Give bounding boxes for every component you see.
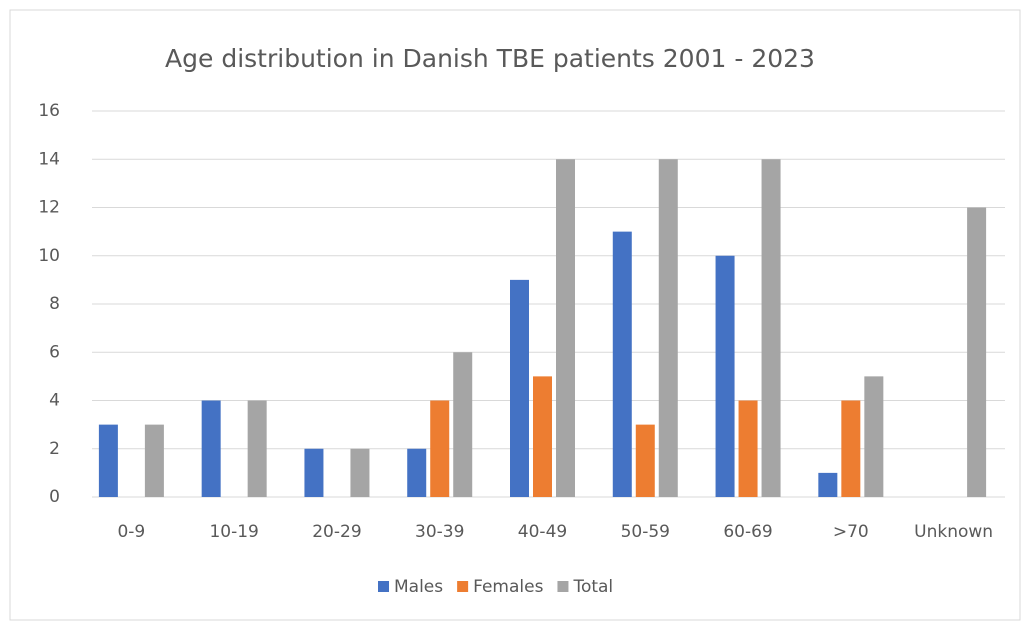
bar <box>98 424 118 497</box>
bar <box>864 376 884 497</box>
bar <box>761 159 781 497</box>
y-tick-label: 0 <box>49 487 60 507</box>
x-tick-label: 60-69 <box>723 522 772 542</box>
x-tick-label: 50-59 <box>621 522 670 542</box>
bar <box>818 472 838 497</box>
y-tick-label: 16 <box>38 101 60 121</box>
bar <box>556 159 575 497</box>
chart-title: Age distribution in Danish TBE patients … <box>165 44 815 73</box>
bar <box>304 448 324 497</box>
bar <box>612 231 632 497</box>
bar <box>144 424 164 497</box>
bar <box>247 400 267 497</box>
legend-label: Females <box>473 577 543 597</box>
bar <box>407 448 427 497</box>
y-tick-label: 6 <box>49 342 60 362</box>
y-tick-label: 14 <box>38 149 60 169</box>
bar <box>738 400 758 497</box>
legend-swatch <box>378 581 389 592</box>
bar <box>967 207 987 497</box>
x-tick-label: 30-39 <box>415 522 464 542</box>
x-tick-label: 20-29 <box>312 522 361 542</box>
bar <box>658 159 678 497</box>
bar <box>635 424 655 497</box>
bar <box>350 448 370 497</box>
bar <box>510 279 529 497</box>
x-tick-label: 0-9 <box>117 522 145 542</box>
legend-swatch <box>457 581 469 592</box>
y-tick-label: 2 <box>49 439 60 459</box>
x-tick-label: 10-19 <box>209 522 258 542</box>
bar <box>201 400 221 497</box>
bar <box>841 400 861 497</box>
legend-label: Males <box>394 577 443 597</box>
y-tick-label: 8 <box>49 294 60 314</box>
bar <box>430 400 450 497</box>
bar <box>715 255 735 497</box>
x-tick-label: >70 <box>833 522 869 542</box>
y-tick-label: 10 <box>38 246 60 266</box>
y-tick-label: 12 <box>38 198 60 218</box>
legend-label: Total <box>572 577 613 597</box>
legend-swatch <box>557 581 569 592</box>
bar <box>453 352 473 497</box>
x-tick-label: Unknown <box>914 522 993 542</box>
x-tick-label: 40-49 <box>518 522 567 542</box>
bar <box>533 376 552 497</box>
y-tick-label: 4 <box>49 391 60 411</box>
